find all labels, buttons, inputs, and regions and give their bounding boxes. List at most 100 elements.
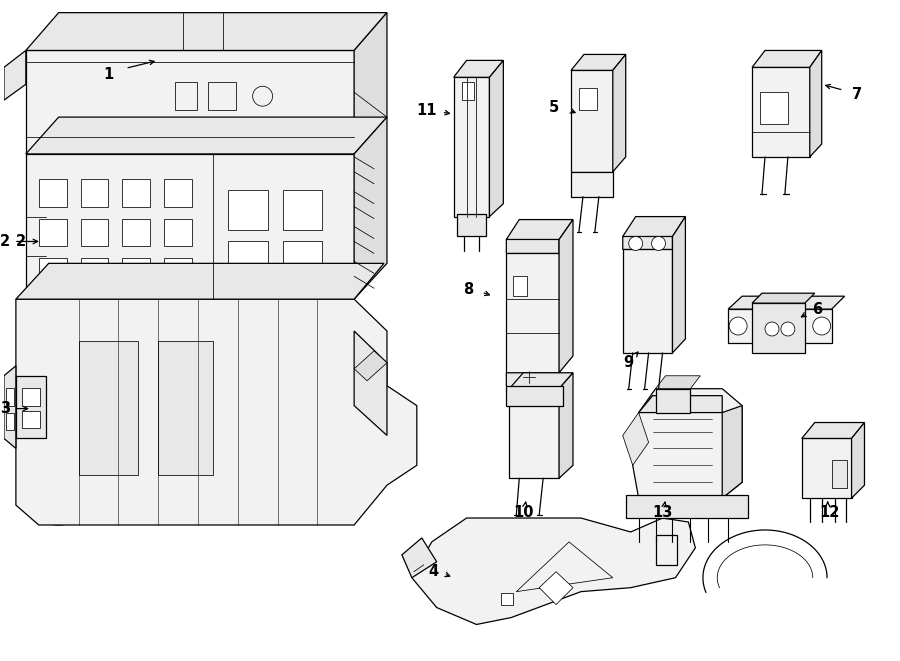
Polygon shape <box>752 67 810 157</box>
Polygon shape <box>507 253 559 373</box>
Text: 2: 2 <box>15 234 26 249</box>
Polygon shape <box>633 389 742 498</box>
Polygon shape <box>454 77 490 217</box>
Polygon shape <box>507 227 559 253</box>
Polygon shape <box>728 309 832 343</box>
Text: 6: 6 <box>812 301 822 317</box>
Polygon shape <box>623 249 672 353</box>
Text: 4: 4 <box>428 564 439 579</box>
Bar <box>122 219 150 247</box>
Polygon shape <box>559 219 573 373</box>
Polygon shape <box>490 60 503 217</box>
Circle shape <box>729 317 747 335</box>
Bar <box>6 412 14 430</box>
Bar <box>39 219 67 247</box>
Circle shape <box>629 237 643 251</box>
Bar <box>6 388 14 406</box>
Text: 2: 2 <box>0 234 10 249</box>
Text: 7: 7 <box>851 87 861 102</box>
Polygon shape <box>752 303 805 353</box>
Polygon shape <box>623 217 686 237</box>
Polygon shape <box>78 341 139 475</box>
Polygon shape <box>655 375 700 389</box>
Bar <box>208 82 236 110</box>
Polygon shape <box>456 214 486 237</box>
Bar <box>228 190 267 229</box>
Circle shape <box>813 317 831 335</box>
Bar <box>164 219 192 247</box>
Bar <box>760 93 788 124</box>
Polygon shape <box>454 60 503 77</box>
Polygon shape <box>571 70 613 172</box>
Circle shape <box>652 237 665 251</box>
Polygon shape <box>613 54 626 172</box>
Text: 12: 12 <box>820 504 840 520</box>
Polygon shape <box>354 13 387 154</box>
Bar <box>81 219 108 247</box>
Polygon shape <box>655 389 690 412</box>
Polygon shape <box>4 366 16 448</box>
Bar <box>81 178 108 207</box>
Circle shape <box>765 322 778 336</box>
Polygon shape <box>16 263 384 299</box>
Polygon shape <box>509 373 573 389</box>
Polygon shape <box>509 389 559 479</box>
Polygon shape <box>539 572 573 605</box>
Bar <box>228 241 267 281</box>
Polygon shape <box>672 217 686 353</box>
Polygon shape <box>26 117 387 154</box>
Polygon shape <box>559 373 573 479</box>
Polygon shape <box>517 542 613 592</box>
Text: 9: 9 <box>624 356 634 370</box>
Polygon shape <box>851 422 865 498</box>
Bar <box>283 190 322 229</box>
Polygon shape <box>728 296 844 309</box>
Bar <box>501 593 513 605</box>
Text: 10: 10 <box>513 504 534 520</box>
Polygon shape <box>722 406 742 498</box>
Polygon shape <box>354 117 387 299</box>
Polygon shape <box>639 396 722 412</box>
Bar <box>81 258 108 286</box>
Polygon shape <box>158 341 213 475</box>
Circle shape <box>781 322 795 336</box>
Polygon shape <box>4 50 26 100</box>
Bar <box>122 258 150 286</box>
Text: 5: 5 <box>549 100 559 114</box>
Bar <box>311 284 339 296</box>
Polygon shape <box>623 412 649 465</box>
Polygon shape <box>623 223 672 249</box>
Polygon shape <box>26 50 354 154</box>
Polygon shape <box>571 172 613 197</box>
Polygon shape <box>26 154 354 299</box>
Polygon shape <box>571 54 626 70</box>
Text: 13: 13 <box>652 504 672 520</box>
Polygon shape <box>507 386 563 406</box>
Text: 3: 3 <box>0 401 10 416</box>
Text: 1: 1 <box>104 67 113 82</box>
Bar <box>22 388 40 406</box>
Bar <box>513 276 527 296</box>
Bar <box>655 535 678 564</box>
Polygon shape <box>354 351 387 381</box>
Polygon shape <box>752 50 822 67</box>
Bar <box>283 241 322 281</box>
Polygon shape <box>16 375 46 438</box>
Text: 11: 11 <box>416 102 436 118</box>
Bar <box>228 284 256 296</box>
Polygon shape <box>507 219 573 239</box>
Bar <box>22 410 40 428</box>
Polygon shape <box>16 299 417 525</box>
Polygon shape <box>810 50 822 157</box>
Polygon shape <box>26 13 387 50</box>
Bar <box>39 178 67 207</box>
Polygon shape <box>626 495 748 518</box>
Bar <box>579 89 597 110</box>
Polygon shape <box>412 518 696 625</box>
Polygon shape <box>802 438 851 498</box>
Bar <box>176 82 197 110</box>
Polygon shape <box>802 422 865 438</box>
Bar <box>164 178 192 207</box>
Polygon shape <box>354 331 387 436</box>
Bar <box>39 258 67 286</box>
